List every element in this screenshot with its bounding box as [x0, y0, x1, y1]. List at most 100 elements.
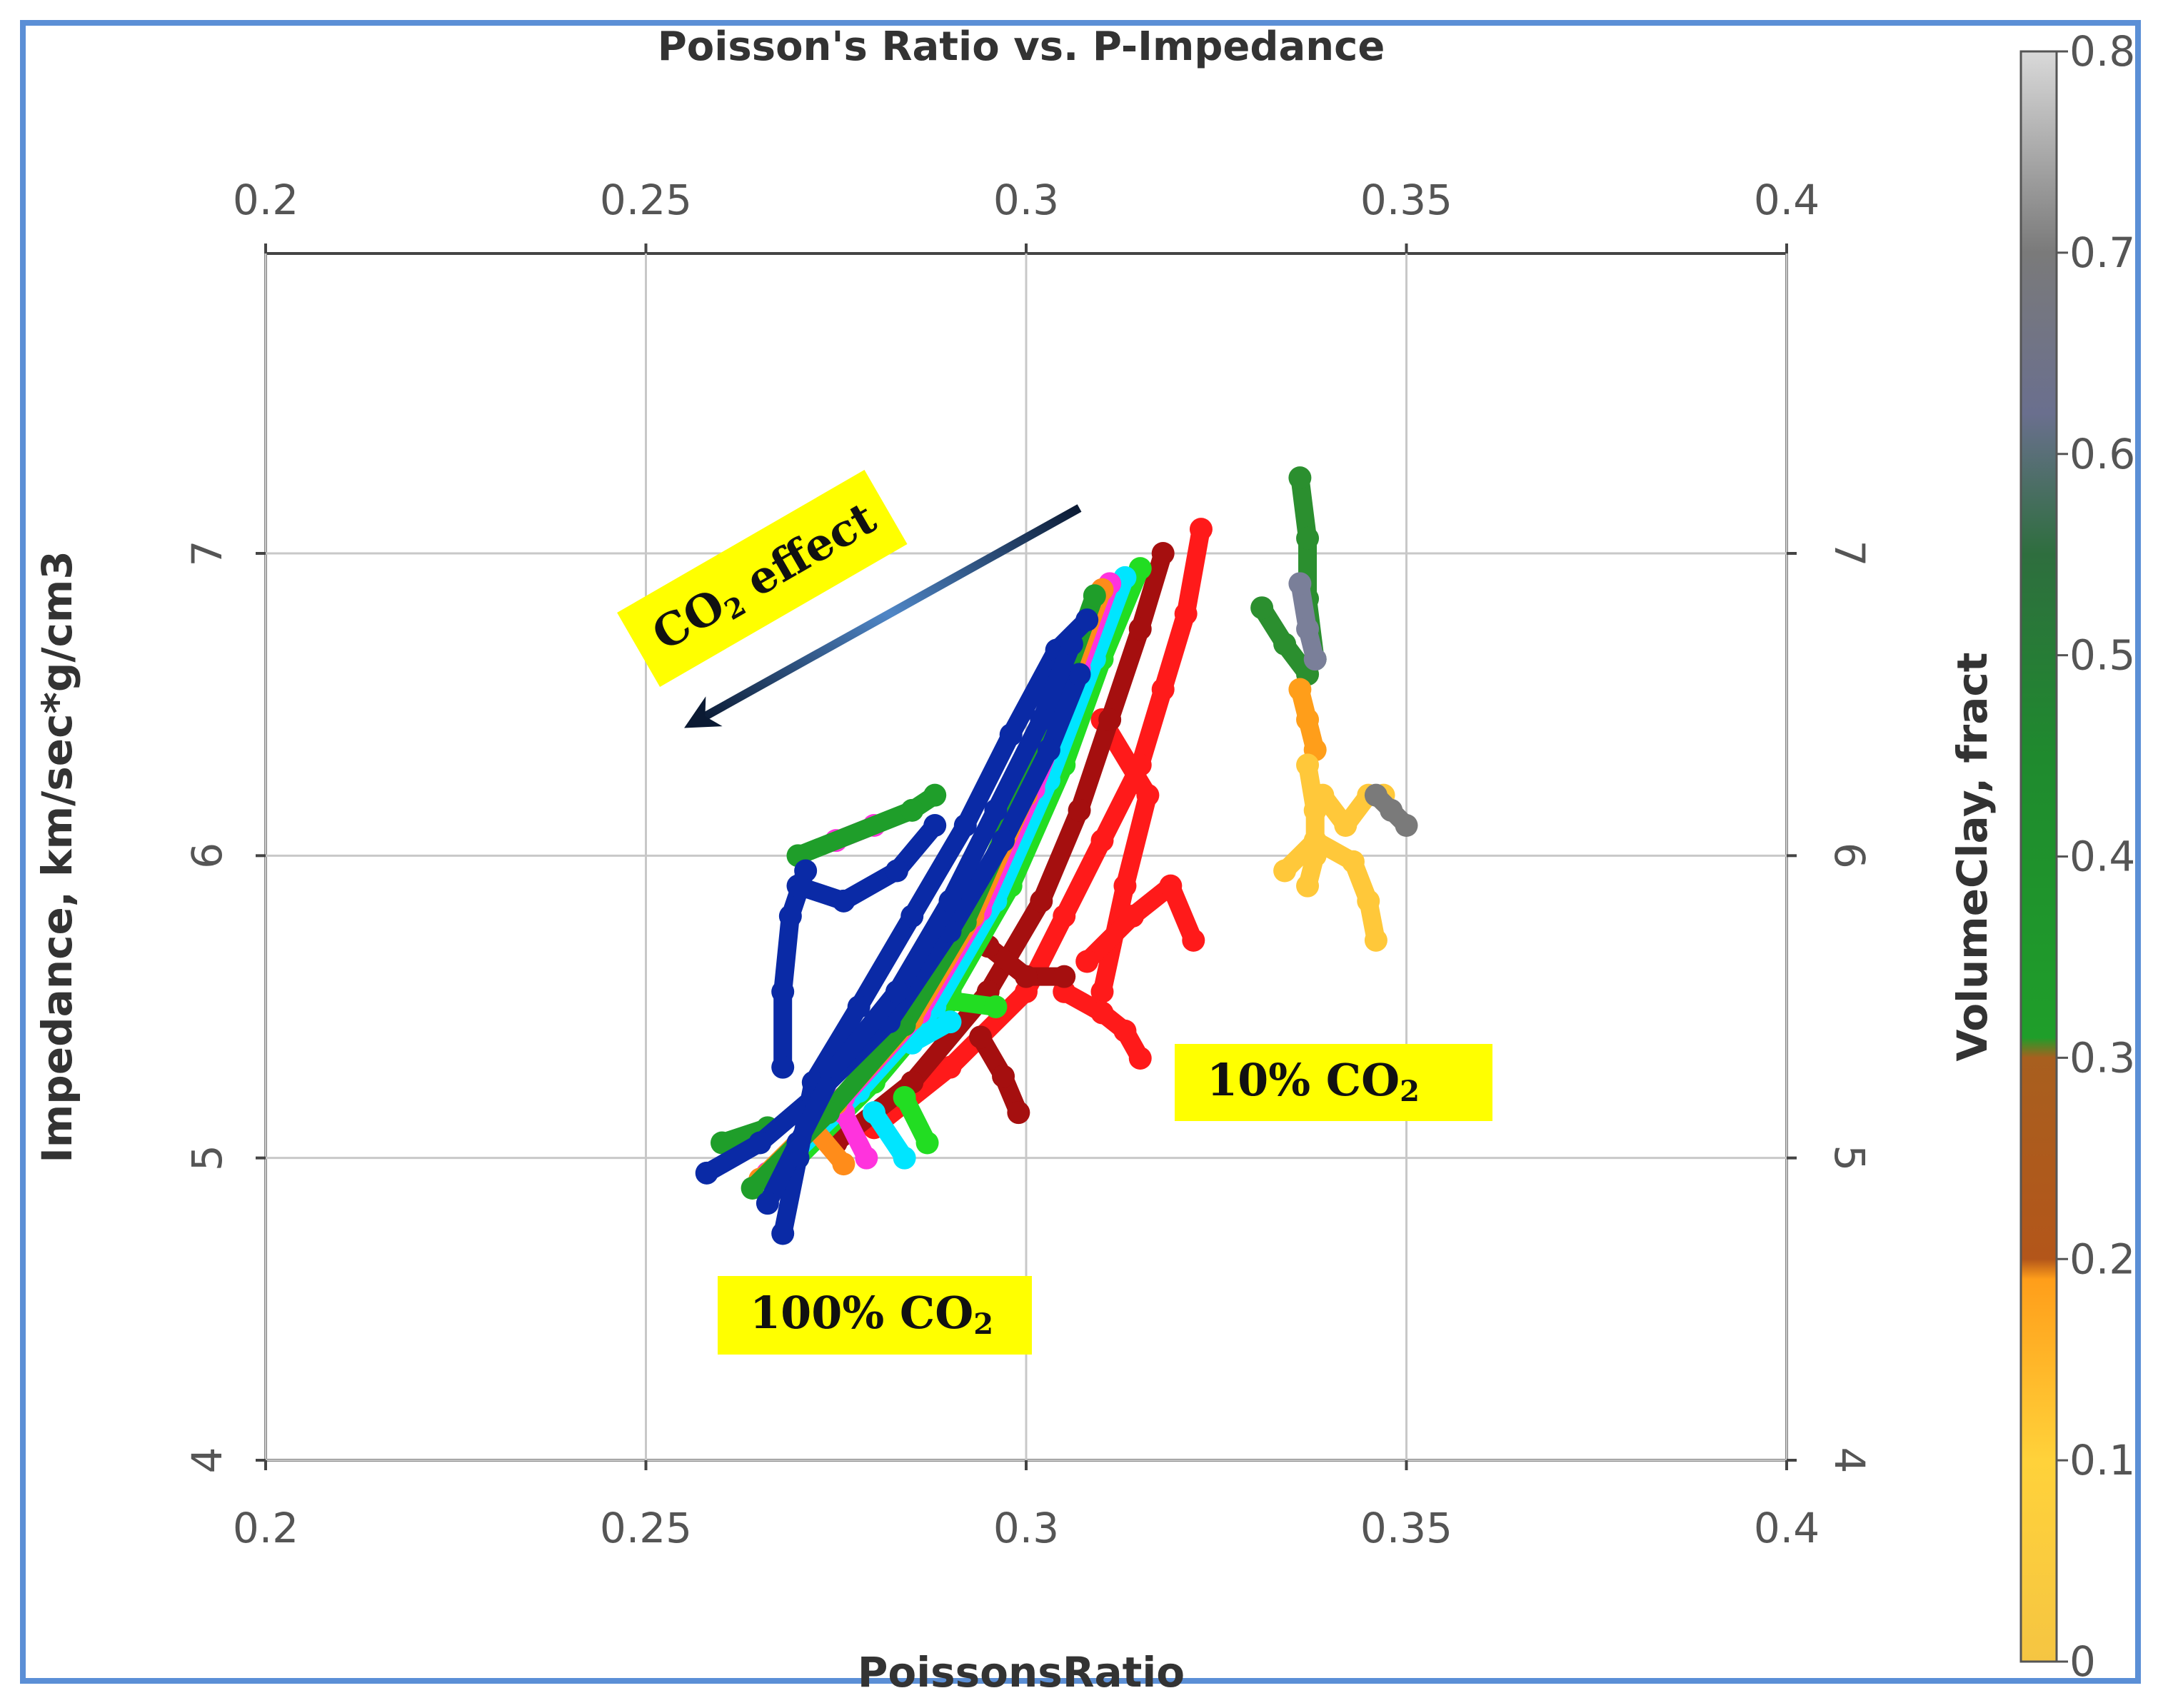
annotation-100pct: 100% CO2	[718, 1276, 1032, 1355]
data-point	[1090, 829, 1114, 853]
y-tick-label-left: 7	[183, 541, 231, 567]
data-point	[953, 814, 977, 837]
data-point	[1303, 648, 1327, 671]
colorbar-tick-label: 0.7	[2069, 228, 2135, 277]
series-trail	[758, 635, 1081, 1213]
data-point	[1075, 950, 1099, 973]
series-trail	[1298, 755, 1325, 895]
data-point	[1030, 889, 1053, 913]
series-31	[1273, 829, 1387, 952]
x-tick-label-top: 0.35	[1360, 176, 1452, 224]
data-point	[1288, 466, 1312, 490]
data-point	[1296, 753, 1320, 777]
data-point	[1083, 584, 1106, 608]
annotation-co2-effect-box	[617, 470, 908, 687]
y-tick-label-left: 5	[183, 1145, 231, 1171]
series-trail	[788, 816, 945, 910]
x-tick-label-bottom: 0.25	[600, 1504, 692, 1552]
x-tick-label-top: 0.3	[993, 176, 1059, 224]
colorbar-tick-label: 0.5	[2069, 631, 2135, 680]
data-point	[984, 798, 1008, 822]
data-point	[1159, 874, 1183, 898]
data-point	[915, 1131, 939, 1155]
annotation-10pct-box	[1175, 1044, 1492, 1121]
data-point	[1015, 965, 1038, 988]
data-point	[748, 1131, 772, 1155]
data-point	[938, 1055, 962, 1079]
x-tick-label-bottom: 0.2	[233, 1504, 298, 1552]
data-point	[1288, 572, 1312, 596]
data-point	[1182, 928, 1205, 952]
colorbar	[2019, 50, 2058, 1663]
data-point	[900, 798, 924, 822]
data-point	[711, 1131, 733, 1155]
y-tick-label-left: 6	[183, 843, 231, 869]
chart-title: Poisson's Ratio vs. P-Impedance	[658, 24, 1385, 70]
data-point	[1060, 633, 1083, 655]
data-point	[1007, 1101, 1030, 1125]
data-point	[832, 889, 855, 913]
colorbar-tick-label: 0.6	[2069, 430, 2135, 478]
data-point	[1296, 526, 1320, 550]
data-point	[938, 889, 962, 913]
series-12	[863, 1101, 916, 1170]
series-24	[786, 814, 947, 913]
data-point	[1364, 783, 1387, 807]
colorbar-tick-label: 0.4	[2069, 833, 2135, 881]
data-point	[923, 814, 947, 837]
series-25	[756, 633, 1083, 1215]
y-tick-label-right: 4	[1825, 1447, 1874, 1474]
data-point	[824, 1055, 848, 1079]
data-point	[900, 905, 924, 928]
annotation-100pct-box	[718, 1276, 1032, 1355]
data-series	[695, 466, 1418, 1245]
x-tick-label-bottom: 0.4	[1754, 1504, 1820, 1552]
colorbar-tick-label: 0.1	[2069, 1436, 2135, 1485]
x-tick-label-bottom: 0.3	[993, 1504, 1059, 1552]
series-19	[786, 783, 947, 868]
data-point	[1296, 708, 1320, 731]
data-point	[1395, 814, 1418, 837]
data-point	[1121, 905, 1145, 928]
data-point	[1174, 602, 1198, 626]
data-point	[778, 905, 802, 928]
x-tick-label-bottom: 0.35	[1360, 1504, 1452, 1552]
data-point	[1053, 965, 1076, 988]
data-point	[741, 1177, 764, 1200]
data-point	[847, 995, 870, 1018]
colorbar-ticks: 0 0.1 0.2 0.3 0.4 0.5 0.6 0.7 0.8	[2057, 27, 2135, 1686]
data-point	[771, 1055, 795, 1079]
data-point	[1128, 617, 1152, 640]
y-tick-label-right: 7	[1825, 541, 1874, 567]
data-point	[885, 859, 908, 883]
data-point	[938, 1010, 962, 1034]
x-tick-label-top: 0.2	[233, 176, 298, 224]
data-point	[1090, 1001, 1114, 1025]
data-point	[771, 1222, 795, 1245]
data-point	[1068, 663, 1091, 686]
data-point	[1311, 783, 1335, 807]
x-tick-label-top: 0.25	[600, 176, 692, 224]
data-point	[893, 1086, 916, 1109]
data-point	[992, 829, 1015, 853]
colorbar-tick-label: 0.8	[2069, 27, 2135, 76]
series-trail	[826, 544, 1173, 1152]
data-point	[969, 1025, 993, 1049]
data-point	[771, 980, 795, 1003]
series-9	[893, 1086, 939, 1155]
data-point	[1341, 850, 1365, 873]
data-point	[1288, 678, 1312, 701]
x-axis-label: PoissonsRatio	[858, 1648, 1185, 1697]
data-point	[1303, 829, 1327, 853]
data-point	[992, 1065, 1015, 1088]
data-point	[786, 874, 810, 898]
data-point	[863, 1101, 885, 1125]
y-tick-label-right: 5	[1825, 1145, 1874, 1171]
data-point	[1296, 874, 1320, 898]
data-point	[1113, 1019, 1137, 1043]
series-trail	[1055, 982, 1150, 1068]
data-point	[1250, 596, 1274, 620]
series-2	[1075, 874, 1205, 973]
data-point	[885, 980, 908, 1003]
